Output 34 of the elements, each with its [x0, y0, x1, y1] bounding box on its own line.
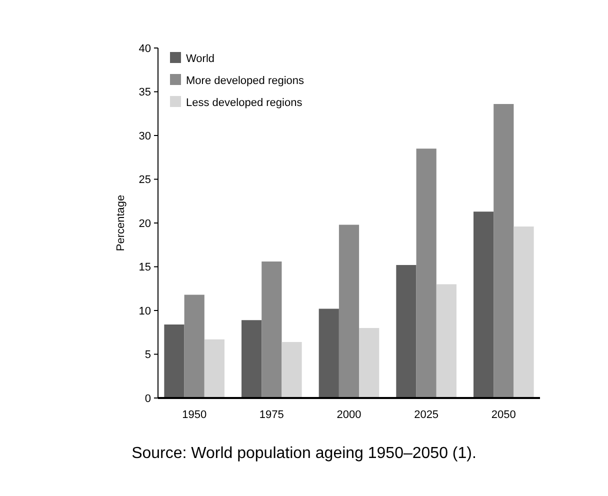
y-tick-label: 40 [138, 42, 151, 55]
y-tick-label: 30 [138, 130, 151, 142]
bar [436, 284, 456, 398]
bar [396, 265, 416, 398]
bar [184, 294, 204, 398]
y-tick-label: 0 [144, 392, 151, 405]
bar [164, 324, 184, 398]
legend-label: Less developed regions [186, 97, 303, 109]
y-tick-label: 25 [138, 174, 151, 186]
y-tick-label: 10 [138, 305, 151, 318]
x-tick-label: 2025 [414, 409, 439, 421]
bar [262, 262, 282, 398]
x-tick-label: 1950 [182, 409, 207, 421]
y-tick-label: 15 [138, 262, 151, 274]
bar [416, 148, 436, 398]
source-note: Source: World population ageing 1950–2050 (1). [132, 445, 476, 462]
bar [359, 328, 380, 398]
legend-label: World [186, 53, 215, 65]
y-axis-title: Percentage [115, 194, 127, 252]
bar [338, 224, 360, 398]
bar [494, 104, 514, 398]
y-tick-label: 35 [138, 86, 151, 99]
x-tick-label: 1975 [259, 409, 284, 421]
bar [514, 226, 534, 398]
bar [474, 212, 494, 398]
bar [318, 308, 339, 398]
legend-label: More developed regions [186, 75, 305, 87]
y-tick-label: 5 [144, 349, 151, 362]
x-tick-label: 2050 [491, 409, 516, 421]
x-tick-label: 2000 [336, 409, 362, 421]
y-tick-label: 20 [138, 218, 151, 230]
bar [282, 342, 302, 398]
bar [204, 339, 224, 398]
bar [242, 320, 262, 398]
